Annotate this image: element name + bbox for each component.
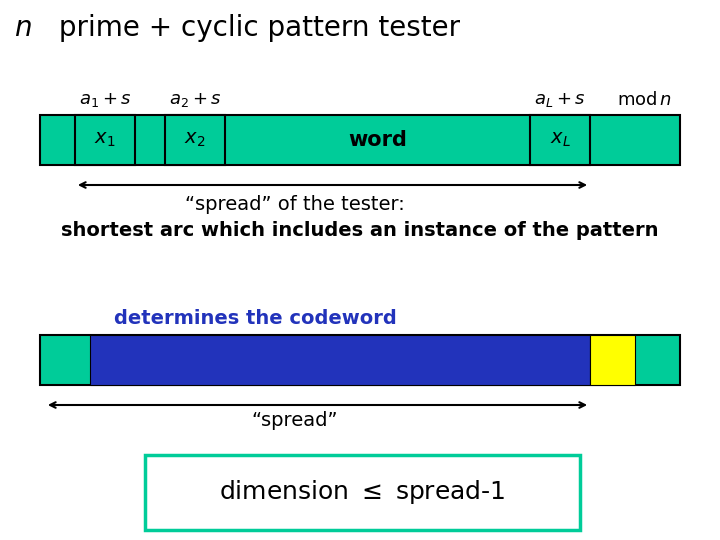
Text: determines the codeword: determines the codeword [114,308,397,327]
Bar [90,335,590,385]
Bar [75,115,135,165]
Text: $a_1 + s$: $a_1 + s$ [78,91,131,109]
Bar [165,115,225,165]
Text: prime + cyclic pattern tester: prime + cyclic pattern tester [50,14,460,42]
Text: “spread” of the tester:: “spread” of the tester: [185,195,405,214]
Text: word: word [348,130,407,150]
Text: “spread”: “spread” [252,410,338,429]
Bar [145,455,580,530]
Bar [40,115,680,165]
Text: $a_L + s$: $a_L + s$ [534,91,586,109]
Text: $x_1$: $x_1$ [94,131,116,149]
Text: shortest arc which includes an instance of the pattern: shortest arc which includes an instance … [61,220,659,240]
Bar [590,335,635,385]
Text: $n$: $n$ [14,15,32,42]
Text: dimension $\leq$ spread-1: dimension $\leq$ spread-1 [220,478,505,507]
Text: $\mathrm{mod}\, n$: $\mathrm{mod}\, n$ [618,91,672,109]
Text: $x_2$: $x_2$ [184,131,206,149]
Bar [530,115,590,165]
Text: $a_2 + s$: $a_2 + s$ [168,91,221,109]
Bar [40,335,680,385]
Text: $x_L$: $x_L$ [549,131,570,149]
